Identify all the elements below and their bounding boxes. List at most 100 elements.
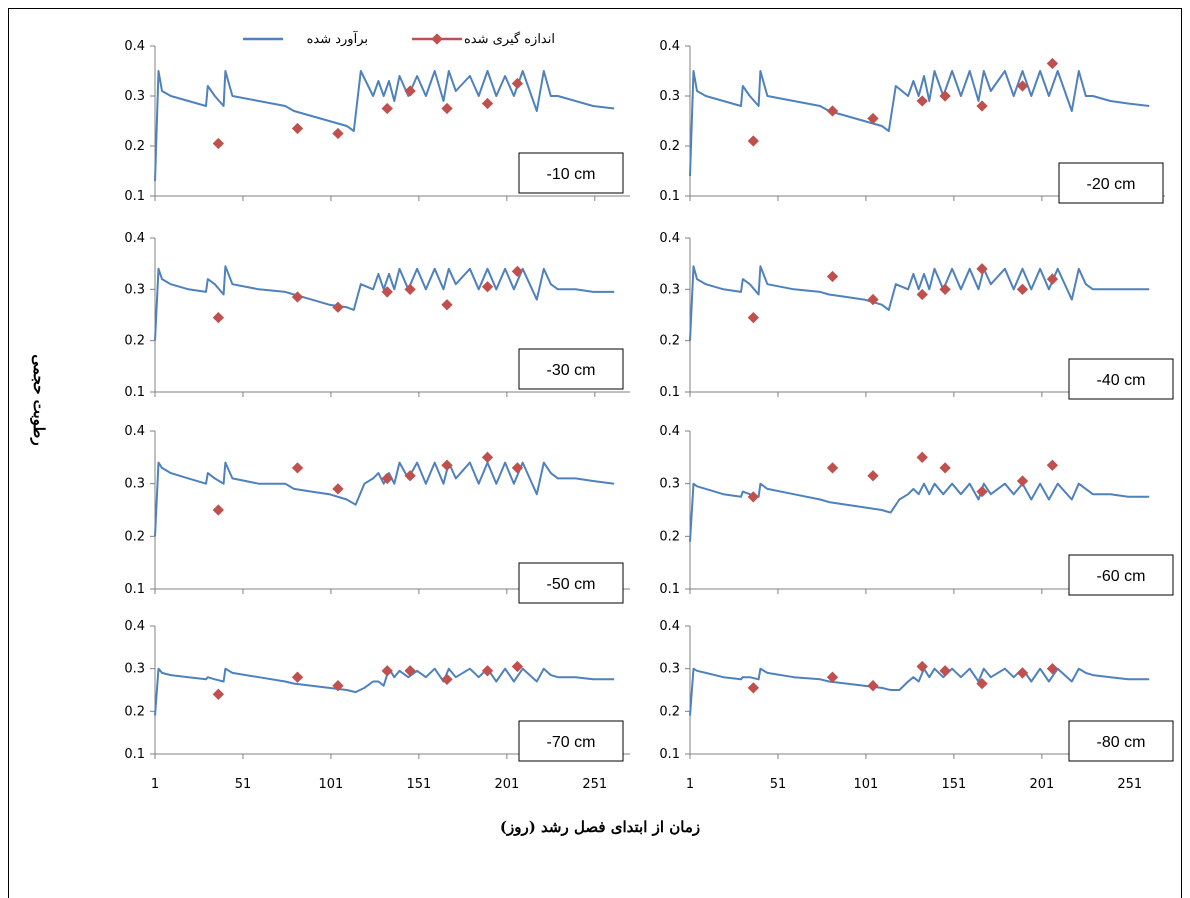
y-tick-label: 0.2 bbox=[659, 529, 680, 544]
series-line-estimated bbox=[689, 482, 1150, 542]
x-tick-label: 101 bbox=[319, 777, 344, 792]
panel-20cm: 0.1 0.2 0.3 0.4 -20 cm bbox=[659, 39, 1165, 204]
y-tick-label: 0.4 bbox=[659, 424, 680, 439]
panels: 0.10.20.30.4-10 cm0.10.20.30.4-20 cm0.10… bbox=[124, 39, 1174, 792]
y-tick-label: 0.1 bbox=[659, 189, 680, 204]
data-point-measured bbox=[441, 459, 453, 471]
x-tick-label: 151 bbox=[406, 777, 431, 792]
data-point-measured bbox=[1046, 459, 1059, 471]
depth-label-box bbox=[1068, 720, 1174, 762]
x-tick-label: 101 bbox=[854, 777, 879, 792]
x-tick-label: 201 bbox=[494, 777, 519, 792]
data-point-measured bbox=[826, 462, 839, 474]
y-tick-label: 0.2 bbox=[659, 139, 680, 154]
y-tick-label: 0.4 bbox=[124, 424, 145, 439]
depth-label-box bbox=[1068, 554, 1174, 596]
legend-measured-label: اندازه گیری شده bbox=[464, 31, 555, 47]
depth-label: -70 cm bbox=[547, 734, 596, 751]
data-point-measured bbox=[212, 311, 225, 324]
data-point-measured bbox=[1016, 283, 1029, 295]
y-tick-label: 0.4 bbox=[659, 231, 680, 246]
data-point-measured bbox=[381, 665, 393, 677]
panel-70cm: 0.10.20.30.41 51 101 151 201 251-70 cm bbox=[124, 619, 630, 792]
data-point-measured bbox=[511, 77, 524, 90]
data-point-measured bbox=[212, 688, 225, 700]
y-tick-label: 0.3 bbox=[124, 662, 145, 677]
y-tick-label: 0.3 bbox=[659, 662, 680, 677]
depth-label-box bbox=[518, 720, 624, 762]
y-tick-label: 0.2 bbox=[659, 334, 680, 349]
panel-60cm: 0.1 0.2 0.3 0.4 -60 cm bbox=[659, 424, 1174, 597]
depth-label: -40 cm bbox=[1097, 372, 1146, 389]
x-tick-label: 151 bbox=[941, 777, 966, 792]
x-tick-label: 1 bbox=[151, 777, 159, 792]
y-tick-label: 0.4 bbox=[659, 619, 680, 634]
data-point-measured bbox=[826, 671, 839, 683]
y-tick-label: 0.1 bbox=[659, 385, 680, 400]
data-point-measured bbox=[441, 299, 453, 311]
x-tick-label: 1 bbox=[686, 777, 694, 792]
panel-40cm: 0.1 0.2 0.3 0.4 -40 cm bbox=[659, 231, 1174, 400]
depth-label-box bbox=[1068, 358, 1174, 400]
data-point-measured bbox=[1046, 663, 1059, 675]
y-tick-label: 0.3 bbox=[659, 477, 680, 492]
data-point-measured bbox=[291, 462, 304, 474]
y-tick-label: 0.4 bbox=[124, 619, 145, 634]
data-point-measured bbox=[481, 665, 494, 677]
legend-estimated-label: برآورد شده bbox=[307, 30, 368, 47]
depth-label: -80 cm bbox=[1097, 734, 1146, 751]
data-point-measured bbox=[511, 660, 524, 673]
data-point-measured bbox=[867, 470, 879, 482]
data-point-measured bbox=[747, 135, 759, 147]
data-point-measured bbox=[1016, 667, 1029, 679]
data-point-measured bbox=[916, 660, 928, 673]
depth-label: -20 cm bbox=[1087, 176, 1136, 193]
y-axis-title: رطوبت حجمی bbox=[30, 354, 48, 445]
series-line-estimated bbox=[689, 70, 1150, 177]
panel-30cm: 0.1 0.2 0.3 0.4 -30 cm bbox=[124, 231, 630, 400]
data-point-measured bbox=[867, 680, 879, 692]
x-tick-label: 201 bbox=[1029, 777, 1054, 792]
data-point-measured bbox=[1046, 57, 1059, 70]
data-point-measured bbox=[747, 682, 760, 694]
data-point-measured bbox=[291, 671, 304, 683]
depth-label: -10 cm bbox=[547, 166, 596, 183]
depth-label: -50 cm bbox=[547, 576, 596, 593]
data-point-measured bbox=[404, 665, 416, 677]
data-point-measured bbox=[916, 288, 928, 301]
data-point-measured bbox=[404, 85, 416, 97]
data-point-measured bbox=[916, 451, 928, 463]
y-tick-label: 0.2 bbox=[124, 529, 145, 544]
data-point-measured bbox=[481, 281, 494, 293]
x-tick-label: 51 bbox=[235, 777, 252, 792]
panel-80cm: 0.10.20.30.41 51 101 151 201 251-80 cm bbox=[659, 619, 1174, 792]
depth-label: -60 cm bbox=[1097, 568, 1146, 585]
legend-measured-marker bbox=[431, 33, 443, 45]
y-tick-label: 0.1 bbox=[124, 189, 145, 204]
data-point-measured bbox=[332, 680, 344, 692]
data-point-measured bbox=[976, 485, 988, 498]
data-point-measured bbox=[212, 137, 224, 150]
y-tick-label: 0.1 bbox=[124, 582, 145, 597]
x-tick-label: 251 bbox=[1117, 777, 1142, 792]
x-tick-label: 51 bbox=[770, 777, 787, 792]
panel-10cm: 0.1 0.2 0.3 0.4 -10 cm bbox=[124, 39, 630, 204]
data-point-measured bbox=[381, 472, 393, 485]
data-point-measured bbox=[381, 286, 393, 298]
data-point-measured bbox=[867, 293, 879, 306]
data-point-measured bbox=[916, 95, 928, 107]
series-line-estimated bbox=[154, 265, 615, 341]
y-tick-label: 0.1 bbox=[124, 385, 145, 400]
data-point-measured bbox=[441, 673, 453, 686]
depth-label-box bbox=[518, 348, 624, 390]
data-point-measured bbox=[1016, 475, 1029, 487]
depth-label-box bbox=[1058, 162, 1164, 204]
data-point-measured bbox=[332, 301, 344, 313]
data-point-measured bbox=[747, 311, 760, 324]
data-point-measured bbox=[1046, 273, 1059, 285]
series-line-estimated bbox=[689, 265, 1150, 341]
y-tick-label: 0.4 bbox=[124, 39, 145, 54]
data-point-measured bbox=[976, 263, 988, 275]
data-point-measured bbox=[511, 265, 524, 278]
